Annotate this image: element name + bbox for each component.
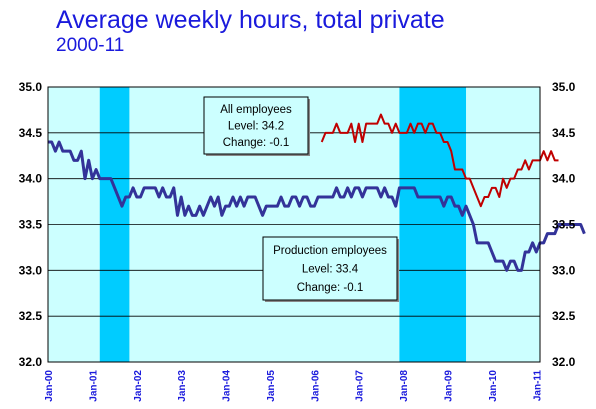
all-employees-annotation: All employees Level: 34.2 Change: -0.1 [203,96,310,156]
y-tick-left-3: 33.5 [19,218,43,232]
y-tick-right-6: 35.0 [552,80,576,94]
x-tick-0: Jan-00 [44,370,55,402]
chart-subtitle: 2000-11 [56,35,125,56]
y-tick-left-2: 33.0 [19,263,43,277]
y-tick-right-0: 32.0 [552,355,576,369]
y-tick-right-3: 33.5 [552,218,576,232]
y-tick-right-2: 33.0 [552,263,576,277]
production-annotation: Production employees Level: 33.4 Change: -… [262,236,399,302]
annotation-line-0: All employees [220,104,292,116]
y-tick-right-1: 32.5 [552,309,576,323]
x-tick-4: Jan-04 [222,370,233,402]
y-tick-right-5: 34.5 [552,126,576,140]
x-tick-11: Jan-11 [532,370,543,402]
x-tick-1: Jan-01 [88,370,99,402]
x-tick-8: Jan-08 [399,370,410,402]
y-tick-left-5: 34.5 [19,126,43,140]
all_employees-line [320,113,559,208]
y-tick-right-4: 34.0 [552,172,576,186]
y-tick-left-6: 35.0 [19,80,43,94]
x-tick-5: Jan-05 [266,370,277,402]
y-tick-left-1: 32.5 [19,309,43,323]
y-tick-left-4: 34.0 [19,172,43,186]
plot-frame [47,86,541,363]
annotation-line-1: Level: 33.4 [302,264,359,276]
annotation-line-2: Change: -0.1 [223,137,290,149]
x-tick-9: Jan-09 [444,370,455,402]
chart-title: Average weekly hours, total private [56,6,445,34]
annotation-line-1: Level: 34.2 [228,121,284,133]
x-tick-6: Jan-06 [310,370,321,402]
annotation-box [203,96,309,155]
production-line [48,140,586,272]
annotation-box [262,236,398,301]
x-tick-7: Jan-07 [355,370,366,402]
y-tick-left-0: 32.0 [19,355,43,369]
annotation-line-0: Production employees [273,245,387,257]
annotation-line-2: Change: -0.1 [297,282,364,294]
x-tick-2: Jan-02 [133,370,144,402]
x-tick-3: Jan-03 [177,370,188,402]
x-tick-10: Jan-10 [488,370,499,402]
